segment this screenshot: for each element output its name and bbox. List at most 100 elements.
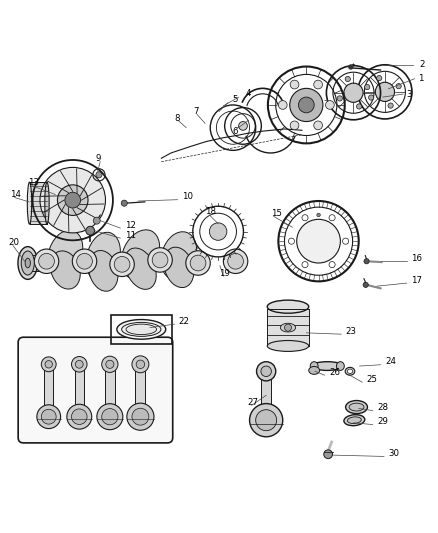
Circle shape <box>72 249 97 273</box>
Ellipse shape <box>27 182 32 224</box>
Circle shape <box>67 404 92 429</box>
Text: 30: 30 <box>389 449 399 458</box>
Text: 17: 17 <box>411 276 422 285</box>
Text: 16: 16 <box>411 254 422 263</box>
Ellipse shape <box>309 367 320 374</box>
Ellipse shape <box>344 415 365 426</box>
Ellipse shape <box>126 324 156 335</box>
Circle shape <box>357 104 362 109</box>
Text: 1: 1 <box>418 74 423 83</box>
Circle shape <box>57 185 88 215</box>
Circle shape <box>71 357 87 372</box>
Circle shape <box>261 366 272 376</box>
Polygon shape <box>135 369 145 411</box>
Circle shape <box>96 172 102 178</box>
Text: 4: 4 <box>245 88 251 98</box>
Text: 15: 15 <box>271 209 282 218</box>
Circle shape <box>186 251 210 275</box>
Text: 27: 27 <box>247 398 258 407</box>
Ellipse shape <box>311 362 343 370</box>
Circle shape <box>288 238 294 244</box>
Text: 29: 29 <box>377 417 388 426</box>
Circle shape <box>152 252 168 268</box>
Circle shape <box>136 360 145 368</box>
Circle shape <box>369 95 374 100</box>
Circle shape <box>65 192 81 208</box>
Text: 11: 11 <box>125 231 136 239</box>
Circle shape <box>297 220 340 263</box>
Ellipse shape <box>345 367 355 375</box>
Circle shape <box>290 88 323 122</box>
Ellipse shape <box>18 247 38 279</box>
Ellipse shape <box>346 400 367 414</box>
Ellipse shape <box>121 230 159 279</box>
Text: 26: 26 <box>329 368 340 377</box>
Circle shape <box>337 96 343 101</box>
Circle shape <box>290 80 299 89</box>
Circle shape <box>148 248 172 272</box>
Ellipse shape <box>48 230 83 277</box>
Ellipse shape <box>280 323 296 332</box>
Circle shape <box>37 405 60 429</box>
Circle shape <box>345 76 350 82</box>
Circle shape <box>239 122 247 130</box>
Circle shape <box>325 101 334 109</box>
Ellipse shape <box>88 251 118 291</box>
Circle shape <box>363 282 368 287</box>
Circle shape <box>102 409 118 425</box>
Text: 6: 6 <box>232 127 237 136</box>
Ellipse shape <box>124 248 156 289</box>
Text: 24: 24 <box>385 357 396 366</box>
Text: 18: 18 <box>205 207 216 216</box>
Circle shape <box>279 101 287 109</box>
Circle shape <box>106 360 114 368</box>
Circle shape <box>41 357 56 372</box>
Circle shape <box>93 217 100 224</box>
Text: 8: 8 <box>174 114 180 123</box>
Ellipse shape <box>86 232 120 281</box>
Circle shape <box>317 213 320 217</box>
Circle shape <box>377 76 382 81</box>
Polygon shape <box>267 309 309 346</box>
Ellipse shape <box>50 251 80 289</box>
Circle shape <box>344 83 363 102</box>
Circle shape <box>127 403 154 430</box>
Text: 3: 3 <box>407 90 412 99</box>
Circle shape <box>110 252 134 277</box>
Circle shape <box>364 259 369 264</box>
Text: 14: 14 <box>11 190 21 199</box>
Text: 12: 12 <box>125 221 136 230</box>
Circle shape <box>256 410 277 431</box>
Text: 19: 19 <box>219 269 230 278</box>
Circle shape <box>314 80 322 89</box>
Ellipse shape <box>267 341 309 351</box>
Circle shape <box>71 409 87 424</box>
Ellipse shape <box>117 320 166 339</box>
Text: 28: 28 <box>377 402 388 411</box>
Text: 5: 5 <box>232 95 237 104</box>
Circle shape <box>302 215 308 221</box>
Text: 7: 7 <box>193 107 198 116</box>
Ellipse shape <box>310 362 318 370</box>
Text: 2: 2 <box>420 60 425 69</box>
Circle shape <box>257 362 276 381</box>
Ellipse shape <box>72 175 95 225</box>
Text: 13: 13 <box>28 178 39 187</box>
Circle shape <box>132 356 149 373</box>
Circle shape <box>97 403 123 430</box>
Circle shape <box>75 360 83 368</box>
Circle shape <box>329 215 335 221</box>
Polygon shape <box>74 369 84 411</box>
Circle shape <box>77 253 92 269</box>
Circle shape <box>329 262 335 268</box>
Text: 20: 20 <box>9 238 20 247</box>
FancyBboxPatch shape <box>18 337 173 443</box>
Circle shape <box>223 249 248 273</box>
Circle shape <box>375 82 395 101</box>
Circle shape <box>228 253 244 269</box>
Circle shape <box>302 262 308 268</box>
Bar <box>111 314 172 344</box>
Polygon shape <box>105 369 115 411</box>
Circle shape <box>349 65 353 69</box>
Circle shape <box>250 403 283 437</box>
